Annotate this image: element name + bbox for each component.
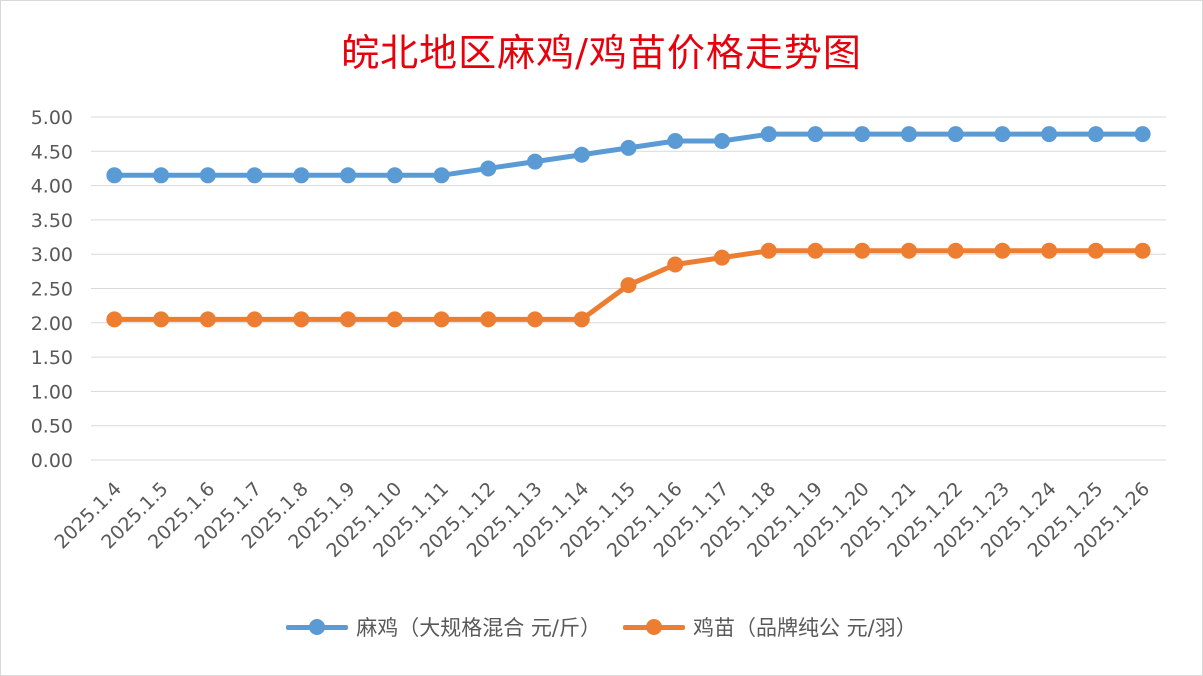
data-point[interactable] <box>573 311 590 328</box>
y-axis-ticks: 0.00 0.50 1.00 1.50 2.00 2.50 3.00 3.50 4.00 4.50… <box>31 107 73 472</box>
y-tick-label: 1.00 <box>31 381 73 403</box>
data-point[interactable] <box>340 311 357 328</box>
data-point[interactable] <box>246 311 263 328</box>
legend-label-series-2: 鸡苗（品牌纯公 元/羽） <box>693 616 917 640</box>
legend-item-series-1[interactable]: 麻鸡（大规格混合 元/斤） <box>286 612 601 642</box>
data-point[interactable] <box>854 242 871 259</box>
data-point[interactable] <box>433 311 450 328</box>
legend: 麻鸡（大规格混合 元/斤） 鸡苗（品牌纯公 元/羽） <box>0 612 1203 642</box>
data-point[interactable] <box>760 242 777 259</box>
legend-swatch-series-2 <box>623 617 685 637</box>
data-point[interactable] <box>713 133 730 150</box>
data-point[interactable] <box>480 311 497 328</box>
data-point[interactable] <box>1087 242 1104 259</box>
data-point[interactable] <box>667 256 684 273</box>
data-point[interactable] <box>527 153 544 170</box>
data-point[interactable] <box>620 277 637 294</box>
data-point[interactable] <box>153 311 170 328</box>
y-tick-label: 3.50 <box>31 210 73 232</box>
legend-marker-series-1 <box>309 619 326 635</box>
y-tick-label: 3.00 <box>31 244 73 266</box>
data-point[interactable] <box>340 167 357 184</box>
data-point[interactable] <box>994 126 1011 143</box>
data-point[interactable] <box>246 167 263 184</box>
chart-title: 皖北地区麻鸡/鸡苗价格走势图 <box>341 31 862 75</box>
y-tick-label: 1.50 <box>31 347 73 369</box>
series-1 <box>106 126 1151 184</box>
data-point[interactable] <box>1041 126 1058 143</box>
data-point[interactable] <box>199 311 216 328</box>
y-tick-label: 0.00 <box>31 450 73 472</box>
y-tick-label: 4.50 <box>31 141 73 163</box>
data-point[interactable] <box>1134 126 1151 143</box>
data-point[interactable] <box>1041 242 1058 259</box>
y-tick-label: 5.00 <box>31 107 73 129</box>
data-point[interactable] <box>480 160 497 177</box>
data-point[interactable] <box>293 167 310 184</box>
legend-swatch-series-1 <box>286 617 349 637</box>
data-point[interactable] <box>667 133 684 150</box>
data-point[interactable] <box>1134 242 1151 259</box>
data-point[interactable] <box>153 167 170 184</box>
data-point[interactable] <box>807 242 824 259</box>
data-point[interactable] <box>947 126 964 143</box>
data-point[interactable] <box>293 311 310 328</box>
data-point[interactable] <box>527 311 544 328</box>
y-tick-label: 4.00 <box>31 176 73 198</box>
x-axis-ticks: 2025.1.42025.1.52025.1.62025.1.72025.1.8… <box>51 478 1155 562</box>
data-point[interactable] <box>433 167 450 184</box>
data-point[interactable] <box>106 167 123 184</box>
data-point[interactable] <box>854 126 871 143</box>
y-tick-label: 2.00 <box>31 313 73 335</box>
series-2 <box>106 242 1151 328</box>
data-point[interactable] <box>386 311 403 328</box>
legend-label-series-1: 麻鸡（大规格混合 元/斤） <box>356 616 601 640</box>
data-point[interactable] <box>713 249 730 266</box>
data-point[interactable] <box>900 126 917 143</box>
data-point[interactable] <box>620 139 637 156</box>
legend-item-series-2[interactable]: 鸡苗（品牌纯公 元/羽） <box>623 612 917 642</box>
data-point[interactable] <box>994 242 1011 259</box>
y-tick-label: 0.50 <box>31 416 73 438</box>
data-point[interactable] <box>1087 126 1104 143</box>
legend-marker-series-2 <box>646 619 662 635</box>
y-tick-label: 2.50 <box>31 279 73 301</box>
data-point[interactable] <box>106 311 123 328</box>
data-point[interactable] <box>199 167 216 184</box>
data-point[interactable] <box>760 126 777 143</box>
series-lines <box>106 126 1151 328</box>
data-point[interactable] <box>807 126 824 143</box>
data-point[interactable] <box>573 146 590 163</box>
data-point[interactable] <box>900 242 917 259</box>
data-point[interactable] <box>386 167 403 184</box>
data-point[interactable] <box>947 242 964 259</box>
